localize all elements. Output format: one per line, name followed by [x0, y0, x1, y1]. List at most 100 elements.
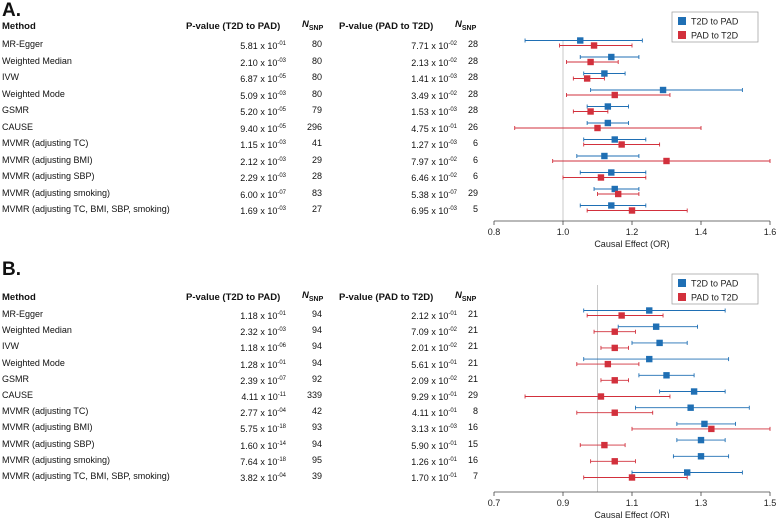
row-nsnp-t2d-pad: 94: [311, 325, 322, 336]
estimate-point: [608, 202, 615, 209]
legend-label: T2D to PAD: [691, 279, 739, 289]
pvalue-mantissa: 5.75 x 10: [240, 424, 278, 435]
pvalue-mantissa: 3.13 x 10: [411, 424, 449, 435]
panel-b: B. Method P-value (T2D to PAD) NSNP P-va…: [0, 259, 777, 518]
estimate-point: [608, 169, 615, 176]
pvalue-mantissa: 1.26 x 10: [411, 456, 449, 467]
row-pvalue-t2d-pad: 5.75 x 10-18: [180, 421, 286, 435]
x-tick-label: 1.4: [695, 227, 708, 237]
row-nsnp-pad-t2d: 29: [467, 187, 478, 198]
pvalue-mantissa: 6.87 x 10: [240, 74, 278, 84]
row-nsnp-t2d-pad: 93: [311, 422, 322, 433]
pvalue-mantissa: 2.09 x 10: [411, 375, 449, 386]
row-method: GSMR: [2, 373, 29, 384]
x-tick-label: 1.1: [626, 498, 639, 508]
estimate-point: [659, 86, 667, 94]
estimate-point: [587, 58, 594, 66]
pvalue-exponent: -01: [448, 311, 457, 317]
row-pvalue-t2d-pad: 1.60 x 10-14: [180, 438, 286, 452]
row-nsnp-pad-t2d: 21: [467, 309, 478, 319]
legend-swatch: [678, 279, 686, 287]
pvalue-exponent: -06: [277, 343, 286, 350]
header-snp-sub: SNP: [308, 24, 324, 32]
estimate-point: [597, 174, 605, 181]
row-pvalue-pad-t2d: 2.12 x 10-01: [352, 308, 457, 322]
row-pvalue-t2d-pad: 2.32 x 10-03: [180, 324, 286, 338]
pvalue-exponent: -03: [448, 107, 457, 113]
header-pvalue-pad-t2d: P-value (PAD to T2D): [339, 292, 434, 303]
pvalue-mantissa: 2.39 x 10: [240, 375, 278, 386]
estimate-point: [590, 42, 598, 49]
row-nsnp-t2d-pad: 339: [306, 390, 322, 400]
pvalue-exponent: -03: [277, 327, 286, 334]
row-pvalue-pad-t2d: 7.71 x 10-02: [352, 38, 457, 52]
x-tick-label: 1.5: [764, 498, 777, 508]
pvalue-mantissa: 4.75 x 10: [411, 123, 449, 134]
row-pvalue-pad-t2d: 2.09 x 10-02: [352, 373, 457, 387]
estimate-point: [611, 344, 618, 352]
pvalue-mantissa: 6.46 x 10: [411, 173, 449, 183]
pvalue-exponent: -18: [277, 424, 286, 431]
pvalue-mantissa: 7.64 x 10: [240, 456, 278, 467]
pvalue-mantissa: 1.27 x 10: [411, 140, 449, 150]
row-nsnp-t2d-pad: 80: [311, 72, 322, 82]
estimate-point: [656, 339, 663, 347]
row-pvalue-pad-t2d: 5.90 x 10-01: [352, 438, 457, 452]
pvalue-mantissa: 1.18 x 10: [240, 343, 278, 354]
row-method: MVMR (adjusting TC, BMI, SBP, smoking): [2, 471, 170, 481]
pvalue-mantissa: 5.20 x 10: [240, 107, 278, 117]
row-method: Weighted Mode: [2, 357, 65, 368]
row-nsnp-pad-t2d: 21: [467, 357, 478, 368]
pvalue-exponent: -02: [448, 57, 457, 64]
row-pvalue-pad-t2d: 5.61 x 10-01: [352, 357, 457, 371]
pvalue-mantissa: 3.49 x 10: [411, 90, 449, 101]
row-method: Weighted Median: [2, 55, 72, 66]
pvalue-exponent: -03: [448, 74, 457, 80]
row-pvalue-pad-t2d: 1.53 x 10-03: [352, 104, 457, 118]
header-pvalue-t2d-pad: P-value (T2D to PAD): [186, 292, 281, 303]
pvalue-mantissa: 5.61 x 10: [411, 359, 449, 370]
row-method: MVMR (adjusting BMI): [2, 422, 93, 433]
estimate-point: [604, 103, 612, 110]
header-snp-sub: SNP: [308, 295, 324, 303]
row-pvalue-pad-t2d: 7.97 x 10-02: [352, 154, 457, 168]
x-tick-label: 1.6: [764, 227, 777, 237]
estimate-point: [708, 425, 715, 433]
row-method: MVMR (adjusting TC): [2, 138, 89, 148]
row-method: CAUSE: [2, 390, 34, 400]
row-pvalue-pad-t2d: 6.95 x 10-03: [352, 203, 457, 217]
row-pvalue-t2d-pad: 1.15 x 10-03: [180, 137, 286, 151]
header-snp-sub: SNP: [461, 295, 477, 303]
pvalue-mantissa: 2.12 x 10: [240, 156, 278, 167]
header-nsnp: NSNP: [455, 290, 476, 303]
estimate-point: [611, 377, 618, 384]
row-pvalue-pad-t2d: 1.27 x 10-03: [352, 137, 457, 151]
header-n-label: N: [455, 290, 462, 301]
row-pvalue-t2d-pad: 5.20 x 10-05: [180, 104, 286, 118]
x-tick-label: 1.3: [695, 498, 708, 508]
legend-box: [671, 273, 759, 305]
pvalue-mantissa: 1.69 x 10: [240, 206, 278, 216]
row-pvalue-pad-t2d: 7.09 x 10-02: [352, 324, 457, 338]
pvalue-exponent: -04: [277, 408, 286, 415]
row-pvalue-t2d-pad: 1.69 x 10-03: [180, 203, 286, 217]
legend-label: T2D to PAD: [691, 17, 739, 27]
row-nsnp-pad-t2d: 28: [467, 55, 478, 66]
row-method: Weighted Mode: [2, 88, 65, 99]
estimate-point: [594, 124, 601, 132]
header-method: Method: [2, 21, 36, 32]
row-nsnp-t2d-pad: 42: [311, 406, 322, 417]
estimate-point: [597, 393, 605, 400]
pvalue-exponent: -01: [448, 123, 457, 130]
row-method: IVW: [2, 341, 19, 352]
panel-a: A. Method P-value (T2D to PAD) NSNP P-va…: [0, 0, 777, 250]
pvalue-exponent: -05: [277, 107, 286, 113]
estimate-point: [611, 328, 618, 335]
row-pvalue-pad-t2d: 2.01 x 10-02: [352, 340, 457, 354]
pvalue-mantissa: 9.29 x 10: [411, 392, 449, 402]
row-pvalue-pad-t2d: 5.38 x 10-07: [352, 187, 457, 201]
estimate-point: [583, 75, 591, 82]
pvalue-exponent: -01: [448, 359, 457, 366]
pvalue-exponent: -03: [277, 206, 286, 212]
estimate-point: [601, 70, 608, 77]
